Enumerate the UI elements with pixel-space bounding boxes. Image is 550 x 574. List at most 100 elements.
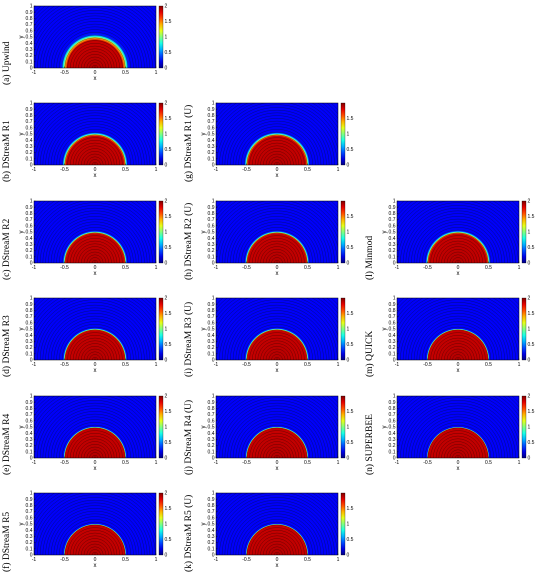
streamline [83, 153, 107, 165]
panel-caption-c: (c) DStreaM R2 [2, 218, 12, 280]
streamline [81, 54, 109, 68]
streamline [268, 254, 286, 263]
colorbar [340, 395, 346, 459]
streamline [249, 235, 305, 263]
x-tick-label: 0 [94, 557, 97, 563]
y-tick-label: 0.6 [389, 223, 396, 229]
streamline [241, 422, 313, 458]
streamline [75, 145, 115, 165]
streamline [61, 34, 129, 68]
streamline [271, 452, 283, 458]
x-tick-label: -0.5 [242, 362, 251, 368]
x-axis-label: x [457, 368, 460, 374]
streamline [64, 232, 126, 263]
streamline [221, 402, 333, 458]
streamline [81, 444, 109, 458]
x-tick-label: -1 [32, 460, 37, 466]
x-tick-label: 0.5 [122, 167, 129, 173]
y-tick-label: 0.6 [26, 223, 33, 229]
y-tick-label: 0.2 [389, 248, 396, 254]
streamline [92, 552, 98, 555]
y-tick-label: 0.8 [26, 211, 33, 217]
y-tick-label: 0.1 [389, 449, 396, 455]
y-tick-label: 0.6 [26, 515, 33, 521]
streamline [263, 346, 291, 360]
y-tick-label: 0.1 [26, 546, 33, 552]
streamline [441, 343, 475, 360]
y-tick-label: 0.7 [26, 314, 33, 320]
streamline [78, 148, 112, 165]
streamline [268, 449, 286, 458]
streamline [67, 137, 123, 165]
colorbar-tick-label: 0 [347, 456, 350, 462]
y-axis-label: y [19, 328, 25, 331]
y-tick-label: 0.6 [26, 28, 33, 34]
streamline [257, 243, 297, 263]
y-tick-label: 0 [212, 261, 215, 267]
streamline [224, 405, 330, 458]
x-axis-label: x [94, 76, 97, 82]
panel-i: -1 -0.5 0 0.5 100.10.20.30.40.50.60.70.80.91… [201, 296, 354, 374]
streamline [449, 351, 467, 360]
streamline [224, 502, 330, 555]
streamline [75, 48, 115, 68]
y-tick-label: 0.6 [389, 418, 396, 424]
concentration-front [63, 523, 127, 555]
streamline [70, 43, 120, 68]
concentration-front [62, 327, 128, 360]
y-tick-label: 0.3 [208, 242, 215, 248]
panel-g: -1 -0.5 0 0.5 100.10.20.30.40.50.60.70.80.91… [201, 101, 354, 179]
streamline [424, 229, 492, 263]
streamline [452, 257, 464, 263]
y-tick-label: 0.2 [26, 345, 33, 351]
colorbar-tick-label: 1.5 [528, 409, 535, 415]
streamline [83, 56, 107, 68]
streamline [268, 351, 286, 360]
x-tick-label: 0.5 [122, 70, 129, 76]
streamline [455, 455, 461, 458]
y-tick-label: 0.8 [208, 503, 215, 509]
streamline [89, 549, 101, 555]
y-tick-label: 0.5 [26, 327, 33, 333]
y-tick-label: 0.4 [26, 138, 33, 144]
x-axis-label: x [276, 173, 279, 179]
streamline [89, 62, 101, 68]
y-tick-label: 0.2 [208, 345, 215, 351]
streamline [243, 521, 311, 555]
panel-b: -1 -0.5 0 0.5 100.10.20.30.40.50.60.70.80.91… [19, 101, 172, 179]
y-tick-label: 0.4 [389, 333, 396, 339]
y-tick-label: 0.8 [389, 308, 396, 314]
y-axis-label: y [201, 426, 207, 429]
streamline [42, 502, 148, 555]
y-tick-label: 0 [393, 261, 396, 267]
streamline [86, 59, 104, 68]
colorbar-tick-label: 2 [165, 4, 168, 10]
streamline [39, 402, 151, 458]
colorbar-tick-label: 1 [165, 35, 168, 41]
y-tick-label: 0.7 [26, 217, 33, 223]
streamline [72, 337, 118, 360]
y-tick-label: 0.1 [26, 156, 33, 162]
y-tick-label: 0.9 [208, 497, 215, 503]
streamline [455, 357, 461, 360]
x-tick-label: -0.5 [60, 167, 69, 173]
y-tick-label: 0.8 [26, 406, 33, 412]
y-tick-label: 0.9 [26, 107, 33, 113]
x-tick-label: -1 [32, 557, 37, 563]
x-tick-label: 0 [276, 167, 279, 173]
colorbar-tick-label: 1 [165, 327, 168, 333]
x-tick-label: 1 [337, 362, 340, 368]
y-tick-label: 0.3 [389, 242, 396, 248]
streamline [59, 422, 131, 458]
streamline [86, 156, 104, 165]
streamline [89, 257, 101, 263]
colorbar-tick-label: 0.5 [347, 440, 354, 446]
streamline [59, 227, 131, 263]
y-axis-label: y [382, 328, 388, 331]
colorbar-tick-label: 1.5 [528, 214, 535, 220]
colorbar [158, 297, 164, 361]
x-tick-label: 0.5 [122, 557, 129, 563]
y-tick-label: 1 [212, 199, 215, 205]
y-tick-label: 0.1 [26, 254, 33, 260]
streamline [402, 304, 514, 360]
